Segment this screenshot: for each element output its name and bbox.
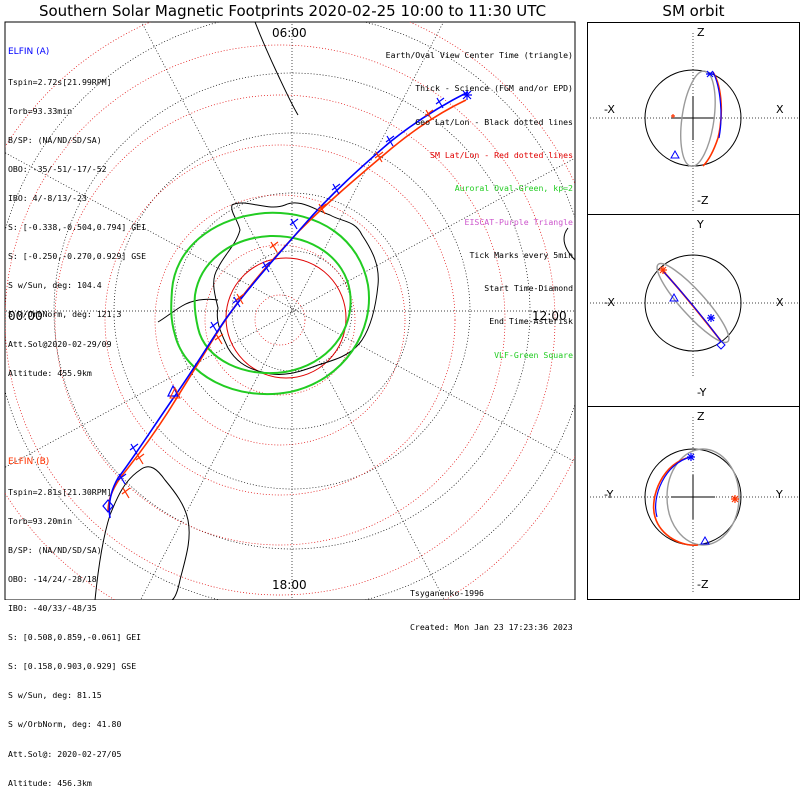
legend-item: Thick - Science (FGM and/or EPD) bbox=[415, 83, 573, 94]
elfin-a-line: S w/OrbNorm, deg: 121.3 bbox=[8, 309, 122, 320]
antarctic-peninsula bbox=[157, 298, 219, 323]
elfin-b-name: ELFIN (B) bbox=[8, 457, 50, 468]
sm3-left-label: -Y bbox=[604, 488, 614, 501]
auroral-oval-outer bbox=[170, 211, 370, 396]
elfin-b-line: Tspin=2.81s[21.30RPM] bbox=[8, 486, 112, 497]
map-label-top: 06:00 bbox=[272, 26, 307, 40]
elfin-b-line: Torb=93.20min bbox=[8, 515, 73, 526]
legend-item: Tick Marks every 5min bbox=[469, 249, 573, 260]
sm-orbit-panel-3 bbox=[587, 417, 799, 592]
africa-coastline bbox=[254, 22, 299, 116]
sm-grid bbox=[5, 22, 575, 600]
legend-item: Auroral Oval-Green, kp=2 bbox=[454, 183, 573, 194]
elfin-b-line: OBO: -14/24/-28/18 bbox=[8, 573, 97, 584]
created-timestamp: Created: Mon Jan 23 17:23:36 2023 bbox=[410, 622, 573, 633]
sm-panel-frame-1 bbox=[587, 22, 800, 215]
elfin-b-ticks bbox=[121, 109, 434, 499]
south-america-coastline bbox=[94, 466, 190, 600]
model-label: Tsyganenko-1996 bbox=[410, 587, 484, 598]
sm1-left-label: -X bbox=[604, 103, 615, 116]
page-title: Southern Solar Magnetic Footprints 2020-… bbox=[38, 2, 547, 20]
elfin-a-line: S: [-0.338,-0.504,0.794] GEI bbox=[8, 222, 147, 233]
sm2-top-label: Y bbox=[697, 218, 704, 231]
elfin-a-line: Torb=93.33min bbox=[8, 105, 73, 116]
geo-grid bbox=[5, 22, 575, 600]
view-center-triangle-a bbox=[167, 384, 179, 397]
elfin-b-info: ELFIN (B) Tspin=2.81s[21.30RPM] Torb=93.… bbox=[8, 439, 141, 798]
sm3-top-label: Z bbox=[697, 410, 705, 423]
legend-item: Geo Lat/Lon - Black dotted lines bbox=[415, 116, 573, 127]
map-label-bottom: 18:00 bbox=[272, 578, 307, 592]
elfin-b-line: S w/Sun, deg: 81.15 bbox=[8, 690, 102, 701]
map-label-right: 12:00 bbox=[532, 309, 567, 323]
sm-panel-frame-3 bbox=[587, 406, 800, 600]
legend-item: End Time-Asterisk bbox=[489, 316, 573, 327]
view-center-triangle-b bbox=[169, 386, 181, 399]
sm-orbit-panel-1 bbox=[587, 33, 799, 213]
start-diamond bbox=[102, 499, 114, 513]
elfin-a-line: IBO: 4/-8/13/-23 bbox=[8, 192, 87, 203]
elfin-b-line: S: [0.508,0.859,-0.061] GEI bbox=[8, 632, 142, 643]
sm1-top-label: Z bbox=[697, 26, 705, 39]
sm1-right-label: X bbox=[776, 103, 784, 116]
legend-item: EISCAT-Purple Triangle bbox=[464, 216, 573, 227]
elfin-a-info: ELFIN (A) Tspin=2.72s[21.99RPM] Torb=93.… bbox=[8, 29, 146, 388]
map-frame bbox=[4, 21, 576, 600]
end-asterisk bbox=[462, 90, 472, 100]
sm2-left-label: -X bbox=[604, 296, 615, 309]
footer: Tsyganenko-1996 Created: Mon Jan 23 17:2… bbox=[410, 565, 573, 645]
elfin-b-line: IBO: -40/33/-48/35 bbox=[8, 602, 97, 613]
elfin-a-line: OBO: -35/-51/-17/-52 bbox=[8, 163, 107, 174]
elfin-a-line: Att.Sol@2020-02-29/09 bbox=[8, 338, 112, 349]
legend: Earth/Oval View Center Time (triangle) T… bbox=[386, 28, 573, 372]
elfin-a-line: S: [-0.250,-0.270,0.929] GSE bbox=[8, 251, 147, 262]
elfin-b-line: S w/OrbNorm, deg: 41.80 bbox=[8, 719, 122, 730]
elfin-b-line: B/SP: (NA/ND/SD/SA) bbox=[8, 544, 102, 555]
elfin-a-name: ELFIN (A) bbox=[8, 47, 50, 58]
elfin-a-line: Altitude: 455.9km bbox=[8, 367, 92, 378]
elfin-a-ticks bbox=[117, 97, 445, 485]
sm-pole-circle bbox=[225, 257, 347, 379]
sm3-bottom-label: -Z bbox=[697, 578, 709, 591]
elfin-b-line: Att.Sol@: 2020-02-27/05 bbox=[8, 748, 122, 759]
auroral-oval-inner bbox=[193, 234, 352, 375]
sm-orbit-panel-2 bbox=[587, 228, 799, 378]
sm1-bottom-label: -Z bbox=[697, 194, 709, 207]
legend-item: Start Time-Diamond bbox=[484, 283, 573, 294]
legend-item: VLF-Green Square bbox=[494, 349, 573, 360]
sm-panel-frame-2 bbox=[587, 214, 800, 407]
elfin-b-line: S: [0.158,0.903,0.929] GSE bbox=[8, 661, 137, 672]
footprint-map bbox=[4, 21, 799, 600]
sm3-right-label: Y bbox=[776, 488, 783, 501]
legend-item: SM Lat/Lon - Red dotted lines bbox=[430, 150, 573, 161]
elfin-a-line: S w/Sun, deg: 104.4 bbox=[8, 280, 102, 291]
elfin-b-line: Altitude: 456.3km bbox=[8, 777, 92, 788]
sm-orbit-title: SM orbit bbox=[662, 2, 725, 20]
australia-coastline bbox=[563, 227, 575, 261]
elfin-a-line: B/SP: (NA/ND/SD/SA) bbox=[8, 134, 102, 145]
elfin-a-line: Tspin=2.72s[21.99RPM] bbox=[8, 76, 112, 87]
sm2-right-label: X bbox=[776, 296, 784, 309]
antarctica-coastline bbox=[213, 202, 379, 375]
map-label-left: 00:00 bbox=[8, 309, 43, 323]
sm2-bottom-label: -Y bbox=[697, 386, 707, 399]
legend-item: Earth/Oval View Center Time (triangle) bbox=[385, 50, 573, 61]
